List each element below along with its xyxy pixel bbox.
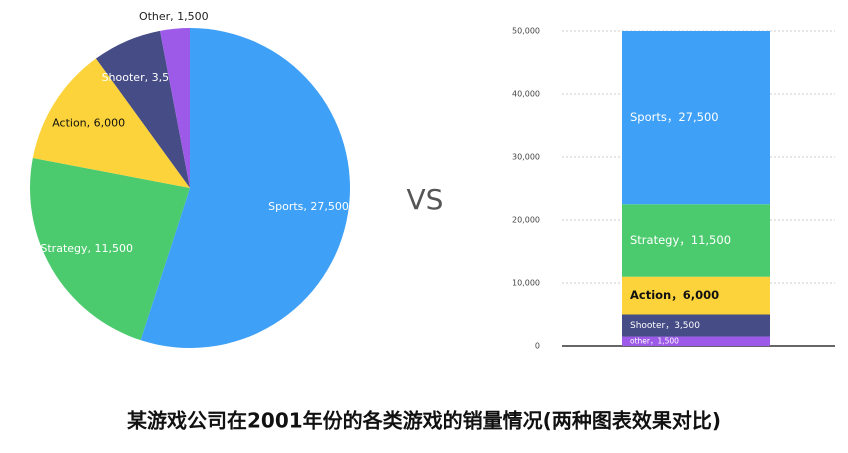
bar-label: Strategy，11,500 [630, 233, 731, 247]
vs-label: VS [407, 183, 444, 216]
pie-slice [95, 30, 190, 188]
bar-label: Shooter，3,500 [630, 321, 700, 331]
y-tick-label: 20,000 [512, 216, 540, 225]
pie-slice [140, 28, 350, 348]
bar-label: Sports，27,500 [630, 110, 719, 124]
pie-slice [160, 28, 190, 188]
caption: 某游戏公司在2001年份的各类游戏的销量情况(两种图表效果对比) [127, 409, 721, 433]
y-tick-label: 0 [535, 342, 540, 351]
bar-label: other，1,500 [630, 336, 679, 345]
bar-segment [622, 336, 770, 346]
pie-label: Sports, 27,500 [268, 200, 349, 213]
y-tick-label: 30,000 [512, 153, 540, 162]
bar-segment [622, 276, 770, 315]
bar-segment [622, 204, 770, 277]
bar-segment [622, 314, 770, 337]
bar-segment [622, 31, 770, 205]
bar-label: Action，6,000 [630, 288, 719, 302]
pie-label: Strategy, 11,500 [40, 242, 133, 255]
pie-label: Other, 1,500 [139, 10, 209, 23]
y-tick-label: 40,000 [512, 90, 540, 99]
pie-slice [32, 58, 190, 188]
pie-label: Shooter, 3,500 [102, 71, 184, 84]
y-tick-label: 50,000 [512, 27, 540, 36]
pie-label: Action, 6,000 [52, 117, 125, 130]
y-tick-label: 10,000 [512, 279, 540, 288]
pie-slice [30, 158, 191, 341]
